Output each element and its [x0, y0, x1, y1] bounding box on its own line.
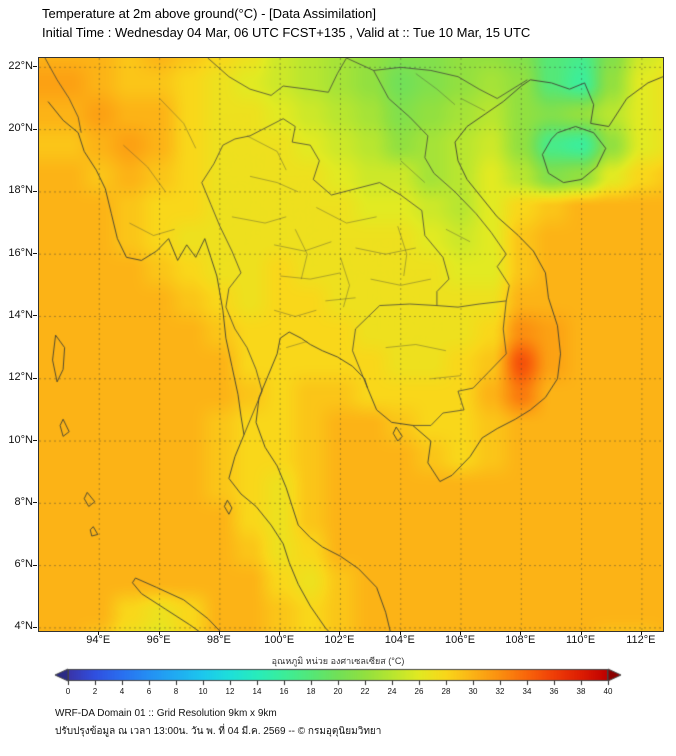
y-tick-label: 16°N: [8, 246, 33, 259]
y-tick-label: 14°N: [8, 308, 33, 321]
y-tick-label: 18°N: [8, 184, 33, 197]
x-tick-mark: [460, 631, 462, 635]
colorbar-tick-label: 22: [360, 687, 370, 696]
page-subtitle: Initial Time : Wednesday 04 Mar, 06 UTC …: [42, 25, 531, 40]
colorbar-tick-label: 14: [252, 687, 262, 696]
x-tick-mark: [279, 631, 281, 635]
colorbar-tick-label: 6: [146, 687, 152, 696]
y-tick-mark: [33, 502, 37, 504]
y-tick-mark: [33, 66, 37, 68]
y-tick-label: 12°N: [8, 371, 33, 384]
colorbar-tick-label: 18: [306, 687, 316, 696]
x-tick-mark: [158, 631, 160, 635]
x-tick-label: 110°E: [565, 634, 596, 646]
temperature-heatmap-canvas: [39, 58, 663, 631]
x-tick-label: 96°E: [146, 634, 171, 646]
y-tick-mark: [33, 626, 37, 628]
x-tick-mark: [218, 631, 220, 635]
colorbar-tick-label: 12: [225, 687, 235, 696]
y-tick-mark: [33, 315, 37, 317]
x-tick-mark: [399, 631, 401, 635]
x-tick-label: 108°E: [505, 634, 536, 646]
colorbar-tick-label: 10: [198, 687, 208, 696]
x-tick-label: 104°E: [384, 634, 415, 646]
x-tick-mark: [640, 631, 642, 635]
x-tick-mark: [520, 631, 522, 635]
colorbar-tick-label: 40: [603, 687, 613, 696]
y-tick-mark: [33, 440, 37, 442]
x-tick-label: 100°E: [264, 634, 295, 646]
x-tick-label: 102°E: [324, 634, 355, 646]
x-tick-mark: [580, 631, 582, 635]
x-tick-mark: [339, 631, 341, 635]
y-tick-label: 10°N: [8, 433, 33, 446]
colorbar-tick-label: 28: [441, 687, 451, 696]
colorbar-tick-label: 34: [522, 687, 532, 696]
x-tick-label: 98°E: [206, 634, 231, 646]
map-plot-frame: [38, 57, 664, 632]
colorbar-tick-label: 36: [549, 687, 559, 696]
colorbar-title: อุณหภูมิ หน่วย องศาเซลเซียส (°C): [271, 656, 405, 666]
y-tick-mark: [33, 190, 37, 192]
colorbar-tick-label: 4: [119, 687, 125, 696]
y-tick-label: 4°N: [14, 620, 33, 633]
x-tick-mark: [98, 631, 100, 635]
colorbar-tick-label: 38: [576, 687, 586, 696]
y-tick-label: 20°N: [8, 122, 33, 135]
colorbar-tick-label: 32: [495, 687, 505, 696]
colorbar-tick-label: 2: [92, 687, 98, 696]
colorbar-tick-label: 0: [65, 687, 71, 696]
y-tick-mark: [33, 564, 37, 566]
y-tick-mark: [33, 377, 37, 379]
footer-domain-info: WRF-DA Domain 01 :: Grid Resolution 9km …: [55, 708, 277, 719]
colorbar-tick-label: 16: [279, 687, 289, 696]
colorbar-tick-label: 30: [468, 687, 478, 696]
y-tick-label: 22°N: [8, 59, 33, 72]
colorbar-tick-label: 24: [387, 687, 397, 696]
page-title: Temperature at 2m above ground(°C) - [Da…: [42, 6, 376, 21]
x-tick-label: 106°E: [444, 634, 476, 646]
colorbar-tick-label: 8: [173, 687, 179, 696]
colorbar-tick-label: 20: [333, 687, 343, 696]
colorbar-tick-label: 26: [414, 687, 424, 696]
y-tick-mark: [33, 128, 37, 130]
x-tick-label: 112°E: [626, 634, 656, 646]
footer-update-info: ปรับปรุงข้อมูล ณ เวลา 13:00น. วัน พ. ที่…: [55, 726, 382, 737]
colorbar: [0, 667, 676, 686]
x-tick-label: 94°E: [86, 634, 111, 646]
y-tick-label: 6°N: [14, 558, 33, 571]
y-tick-mark: [33, 253, 37, 255]
y-tick-label: 8°N: [14, 495, 33, 508]
